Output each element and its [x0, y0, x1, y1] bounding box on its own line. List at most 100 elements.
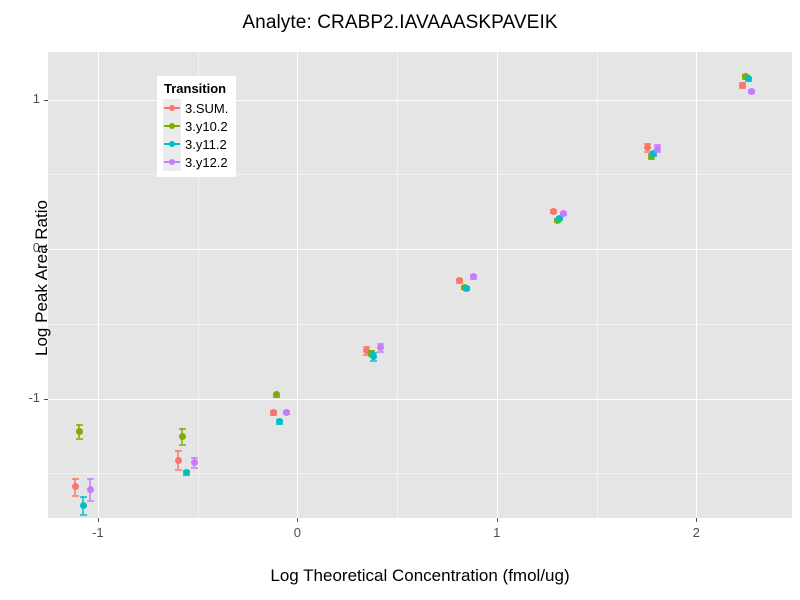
data-point — [556, 213, 564, 222]
x-tick-label: -1 — [92, 525, 104, 540]
point-marker — [559, 209, 567, 217]
point-marker — [370, 352, 378, 360]
point-marker — [462, 284, 470, 292]
error-bar-cap-bottom — [75, 438, 83, 441]
gridline-major-horizontal — [48, 100, 792, 101]
x-tick-mark — [496, 518, 498, 522]
point-marker — [469, 273, 477, 281]
legend-label: 3.y12.2 — [185, 154, 228, 170]
data-point — [71, 475, 79, 498]
y-tick-mark — [44, 249, 48, 251]
error-bar-cap-bottom — [71, 494, 79, 497]
legend-item-3-sum-[interactable]: 3.SUM. — [163, 99, 228, 117]
error-bar-cap-bottom — [370, 360, 378, 363]
error-bar-cap-top — [75, 423, 83, 426]
data-point — [559, 209, 567, 217]
point-marker — [556, 214, 564, 222]
error-bar-cap-bottom — [363, 353, 371, 356]
data-point — [190, 454, 198, 470]
legend-key-icon — [163, 117, 181, 135]
y-axis-title: Log Peak Area Ratio — [32, 200, 51, 356]
error-bar-cap-top — [86, 477, 94, 480]
gridline-major-horizontal — [48, 399, 792, 400]
data-point — [283, 407, 291, 416]
error-bar-cap-bottom — [377, 350, 385, 353]
data-point — [469, 271, 477, 281]
point-marker — [739, 81, 747, 89]
error-bar-cap-top — [71, 477, 79, 480]
y-tick-label: 1 — [32, 90, 40, 106]
error-bar-cap-top — [174, 450, 182, 453]
error-bar-cap-bottom — [86, 500, 94, 503]
legend-item-3-y10-2[interactable]: 3.y10.2 — [163, 117, 228, 135]
data-point — [273, 390, 281, 400]
point-marker — [178, 433, 186, 441]
error-bar-cap-bottom — [654, 151, 662, 154]
legend-key-icon — [163, 99, 181, 117]
data-point — [75, 421, 83, 441]
data-point — [363, 343, 371, 356]
point-marker — [86, 485, 94, 493]
gridline-major-horizontal — [48, 249, 792, 250]
x-tick-label: 1 — [493, 525, 501, 540]
error-bar-cap-top — [190, 456, 198, 459]
point-marker — [75, 428, 83, 436]
y-tick-label: 0 — [32, 240, 40, 256]
gridline-minor-vertical — [397, 52, 398, 518]
point-marker — [79, 502, 87, 510]
legend-label: 3.y11.2 — [185, 136, 227, 152]
legend-items: 3.SUM. 3.y10.2 3.y11.2 3.y12.2 — [163, 99, 228, 171]
x-tick-mark — [97, 518, 99, 522]
point-marker — [377, 343, 385, 351]
y-tick-mark — [44, 99, 48, 101]
y-tick-label: -1 — [28, 389, 40, 405]
data-point — [739, 79, 747, 90]
legend-item-3-y12-2[interactable]: 3.y12.2 — [163, 153, 228, 171]
chart-title: Analyte: CRABP2.IAVAAASKPAVEIK — [242, 12, 558, 33]
y-tick-mark — [44, 398, 48, 400]
point-marker — [455, 276, 463, 284]
gridline-major-vertical — [696, 52, 697, 518]
data-point — [276, 416, 284, 426]
x-axis-title: Log Theoretical Concentration (fmol/ug) — [270, 566, 570, 585]
legend-label: 3.y10.2 — [185, 118, 228, 134]
legend-item-3-y11-2[interactable]: 3.y11.2 — [163, 135, 228, 153]
point-marker — [270, 408, 278, 416]
error-bar-cap-bottom — [178, 444, 186, 447]
gridline-major-vertical — [297, 52, 298, 518]
data-point — [377, 340, 385, 354]
error-bar-cap-bottom — [644, 150, 652, 153]
gridline-major-vertical — [497, 52, 498, 518]
data-point — [270, 407, 278, 417]
data-point — [79, 493, 87, 517]
data-point — [86, 475, 94, 503]
x-tick-mark — [297, 518, 299, 522]
point-marker — [650, 149, 658, 157]
point-marker — [174, 457, 182, 465]
point-marker — [745, 75, 753, 83]
legend-title: Transition — [164, 81, 227, 96]
x-tick-mark — [696, 518, 698, 522]
x-tick-label: 2 — [692, 525, 700, 540]
gridline-major-vertical — [98, 52, 99, 518]
legend: Transition 3.SUM. 3.y10.2 3.y11.2 3.y12.2 — [157, 76, 237, 177]
data-point — [644, 140, 652, 154]
error-bar-cap-bottom — [79, 514, 87, 517]
gridline-minor-vertical — [597, 52, 598, 518]
error-bar-cap-bottom — [190, 467, 198, 470]
data-point — [370, 349, 378, 363]
gridline-minor-horizontal — [48, 473, 792, 474]
point-marker — [363, 346, 371, 354]
data-point — [654, 141, 662, 154]
legend-key-icon — [163, 153, 181, 171]
point-marker — [747, 87, 755, 95]
point-marker — [71, 482, 79, 490]
data-point — [455, 275, 463, 285]
data-point — [178, 425, 186, 447]
data-point — [745, 74, 753, 83]
gridline-minor-vertical — [198, 52, 199, 518]
legend-label: 3.SUM. — [185, 100, 229, 116]
point-marker — [182, 468, 190, 476]
data-point — [650, 148, 658, 158]
